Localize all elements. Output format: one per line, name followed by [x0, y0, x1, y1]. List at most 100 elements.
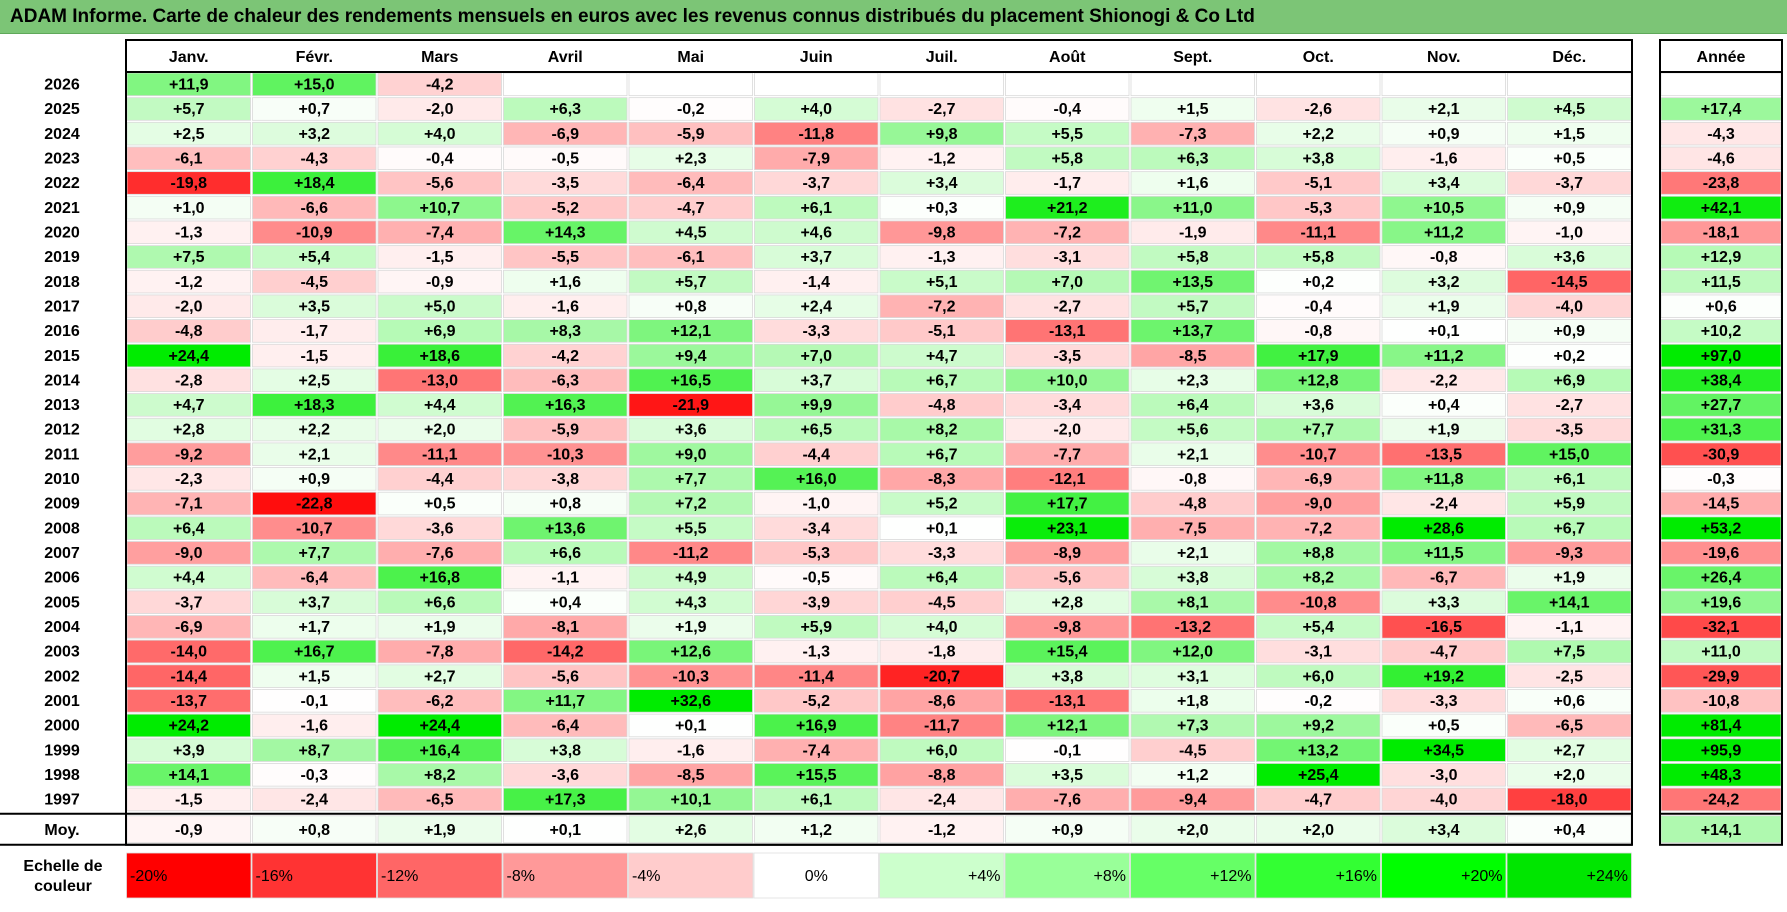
- annual-value: +53,2: [1701, 520, 1742, 537]
- cell-value: +5,0: [424, 298, 456, 315]
- heatmap-cell: [377, 442, 502, 466]
- heatmap-cell: [252, 787, 377, 812]
- heatmap-cell: [628, 97, 753, 121]
- cell-value: -3,8: [551, 471, 579, 488]
- average-cell: [377, 815, 502, 844]
- heatmap-cell: [754, 417, 879, 442]
- heatmap-cell: [879, 639, 1004, 664]
- cell-value: -5,6: [426, 175, 454, 192]
- scale-swatch: [1255, 852, 1381, 899]
- cell-value: +10,1: [671, 792, 712, 809]
- cell-value: +9,0: [675, 446, 707, 463]
- cell-value: +12,0: [1173, 644, 1214, 661]
- cell-value: +18,3: [294, 397, 335, 414]
- heatmap-cell: [1256, 97, 1381, 121]
- heatmap-cell: [1256, 763, 1381, 787]
- heatmap-cell: [503, 146, 628, 171]
- cell-value: +32,6: [671, 693, 712, 710]
- cell-value: -0,8: [1304, 323, 1332, 340]
- heatmap-cell: [252, 146, 377, 171]
- cell-value: -4,8: [1179, 496, 1207, 513]
- heatmap-cell: [503, 689, 628, 713]
- cell-value: +7,5: [173, 249, 205, 266]
- heatmap-cell: [1507, 72, 1632, 97]
- heatmap-cell: [628, 467, 753, 491]
- cell-value: -7,2: [928, 298, 956, 315]
- heatmap-cell: [1005, 343, 1130, 368]
- heatmap-cell: [503, 195, 628, 220]
- annual-value: -32,1: [1703, 619, 1740, 636]
- cell-value: -9,2: [175, 446, 203, 463]
- cell-value: -2,0: [175, 298, 203, 315]
- cell-value: +16,8: [420, 570, 461, 587]
- heatmap-cell: [252, 713, 377, 738]
- cell-value: +2,5: [173, 126, 205, 143]
- annual-value: +81,4: [1701, 718, 1742, 735]
- cell-value: +1,6: [1177, 175, 1209, 192]
- cell-value: -3,7: [175, 594, 203, 611]
- heatmap-cell: [1130, 541, 1255, 565]
- heatmap-cell: [377, 491, 502, 516]
- cell-value: +1,5: [298, 668, 330, 685]
- heatmap-cell: [1381, 491, 1506, 516]
- cell-value: -5,2: [551, 200, 579, 217]
- heatmap-cell: [503, 565, 628, 590]
- annual-value: -10,8: [1703, 693, 1740, 710]
- cell-value: -11,1: [422, 446, 458, 463]
- cell-value: -2,0: [426, 101, 454, 118]
- heatmap-cell: [754, 615, 879, 639]
- heatmap-cell: [754, 516, 879, 540]
- cell-value: +13,7: [1173, 323, 1214, 340]
- cell-value: +13,6: [545, 520, 586, 537]
- heatmap-cell: [1130, 121, 1255, 146]
- column-header-févr: Févr.: [296, 49, 333, 66]
- heatmap-cell: [1381, 713, 1506, 738]
- cell-value: -2,0: [1053, 422, 1081, 439]
- cell-value: +7,0: [1051, 274, 1083, 291]
- heatmap-cell: [1005, 121, 1130, 146]
- heatmap-cell: [628, 516, 753, 540]
- heatmap-cell: [377, 146, 502, 171]
- cell-value: -7,2: [1304, 520, 1332, 537]
- cell-value: +5,7: [173, 101, 205, 118]
- cell-value: -7,4: [802, 742, 830, 759]
- annual-value: +26,4: [1701, 570, 1742, 587]
- heatmap-cell: [1130, 491, 1255, 516]
- cell-value: +2,0: [1553, 767, 1585, 784]
- cell-value: +2,2: [298, 422, 330, 439]
- heatmap-cell: [879, 294, 1004, 319]
- heatmap-cell: [754, 195, 879, 220]
- cell-value: -1,2: [175, 274, 203, 291]
- heatmap-cell: [1381, 565, 1506, 590]
- heatmap-cell: [628, 393, 753, 417]
- heatmap-cell: [628, 639, 753, 664]
- cell-value: +2,5: [298, 372, 330, 389]
- heatmap-cell: [754, 121, 879, 146]
- cell-value: -2,4: [928, 792, 956, 809]
- annual-value: -14,5: [1703, 496, 1740, 513]
- heatmap-cell: [1005, 541, 1130, 565]
- heatmap-cell: [1381, 72, 1506, 97]
- heatmap-cell: [1005, 294, 1130, 319]
- cell-value: -3,4: [1053, 397, 1081, 414]
- year-label: 2005: [44, 594, 80, 611]
- year-label: 2022: [44, 175, 80, 192]
- year-label: 2016: [44, 323, 80, 340]
- heatmap-cell: [1130, 72, 1255, 97]
- scale-swatch: [251, 852, 377, 899]
- heatmap-cell: [754, 491, 879, 516]
- year-label: 2026: [44, 77, 80, 94]
- cell-value: -10,3: [547, 446, 584, 463]
- cell-value: +1,5: [1553, 126, 1585, 143]
- heatmap-cell: [1005, 269, 1130, 294]
- heatmap-cell: [377, 195, 502, 220]
- cell-value: -1,2: [928, 150, 956, 167]
- heatmap-cell: [1130, 615, 1255, 639]
- cell-value: +0,3: [926, 200, 958, 217]
- heatmap-cell: [1130, 195, 1255, 220]
- cell-value: +6,7: [926, 446, 958, 463]
- average-value: +0,9: [1051, 822, 1083, 839]
- cell-value: -4,3: [300, 150, 328, 167]
- heatmap-cell: [503, 121, 628, 146]
- year-label: 2001: [44, 693, 80, 710]
